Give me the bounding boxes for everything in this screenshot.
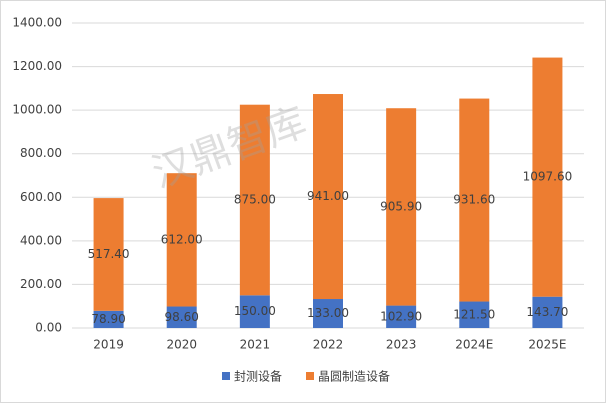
value-label: 612.00 [161,232,203,246]
legend-label: 晶圆制造设备 [318,370,390,384]
value-label: 150.00 [234,304,276,318]
y-tick-label: 0.00 [35,321,62,335]
y-tick-label: 1000.00 [12,103,62,117]
y-tick-label: 1400.00 [12,16,62,30]
value-label: 102.90 [380,309,422,323]
bar-segment [166,306,197,328]
bar-segment [313,94,343,300]
value-label: 941.00 [307,189,349,203]
x-tick-label: 2022 [313,338,344,352]
x-tick-label: 2025E [528,338,566,352]
bar-segment [386,305,417,328]
x-tick-label: 2021 [240,338,271,352]
value-label: 143.70 [526,305,568,319]
bar-segment [239,295,270,328]
y-tick-label: 800.00 [20,146,62,160]
value-label: 931.60 [453,193,495,207]
bar-segment [166,173,197,307]
legend-swatch [306,372,314,380]
value-label: 98.60 [165,310,199,324]
bar-segment [93,310,124,328]
x-tick-label: 2020 [166,338,197,352]
value-label: 905.90 [380,199,422,213]
value-label: 121.50 [453,307,495,321]
legend-label: 封测设备 [234,370,282,384]
y-tick-label: 400.00 [20,233,62,247]
y-tick-label: 200.00 [20,277,62,291]
value-label: 133.00 [307,306,349,320]
bar-segment [459,301,490,328]
bar-segment [313,299,343,328]
x-tick-label: 2023 [386,338,417,352]
value-label: 1097.60 [523,170,573,184]
chart-border [0,0,606,403]
legend-swatch [222,372,230,380]
bar-segment [386,108,417,306]
value-label: 78.90 [91,312,125,326]
value-label: 517.40 [88,247,130,261]
value-label: 875.00 [234,193,276,207]
bar-segment [239,104,270,296]
bar-segment [532,296,563,328]
bar-segment [459,98,490,302]
y-tick-label: 1200.00 [12,59,62,73]
x-tick-label: 2019 [93,338,124,352]
y-tick-label: 600.00 [20,190,62,204]
bar-segment [93,198,124,311]
bar-segment [532,57,563,297]
x-tick-label: 2024E [455,338,493,352]
